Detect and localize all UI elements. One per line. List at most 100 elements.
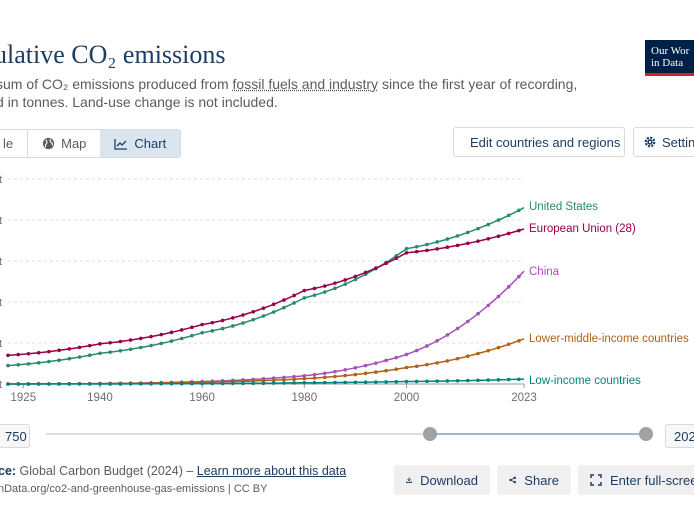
series-point — [455, 243, 460, 248]
series-point — [414, 364, 419, 369]
timeline-handle-start[interactable] — [423, 427, 437, 441]
series-point — [139, 336, 143, 341]
series-point — [363, 270, 368, 275]
series-point — [445, 237, 450, 241]
series-point — [496, 345, 501, 350]
series-point — [108, 350, 112, 354]
series-point — [241, 313, 245, 317]
series-point — [87, 343, 92, 348]
series-point — [455, 356, 460, 361]
x-tick-label: 1960 — [189, 392, 215, 404]
series-point — [404, 365, 409, 370]
series-point — [230, 324, 235, 328]
series-point — [343, 282, 347, 286]
series-point — [36, 382, 41, 386]
series-point — [271, 381, 276, 385]
owid-logo[interactable]: Our Wor in Data — [645, 40, 694, 76]
fullscreen-button[interactable]: Enter full-screen — [578, 465, 694, 495]
view-tabs: le Map Chart — [0, 129, 182, 158]
series-point — [414, 348, 419, 353]
series-point — [404, 251, 409, 255]
series-point — [220, 326, 225, 331]
download-icon — [406, 477, 413, 483]
series-point — [353, 372, 358, 377]
series-point — [36, 361, 41, 365]
series-point — [312, 380, 317, 385]
series-point — [476, 311, 480, 316]
series-point — [292, 381, 296, 385]
series-point — [455, 234, 460, 238]
series-point — [384, 358, 388, 363]
series-point — [77, 345, 82, 350]
series-point — [159, 341, 164, 346]
subtitle-text-pre: sum of CO₂ emissions produced from — [0, 76, 233, 92]
series-point — [343, 380, 347, 385]
x-tick-label: 1925 — [11, 392, 37, 404]
series-point — [455, 378, 460, 383]
y-tick-label: t — [0, 256, 2, 268]
series-point — [190, 333, 194, 338]
source-line: ce: Global Carbon Budget (2024) – Learn … — [0, 464, 346, 478]
y-tick-label: t — [0, 215, 2, 227]
series-point — [322, 380, 327, 385]
series-point — [506, 377, 511, 382]
series-line — [7, 207, 525, 367]
share-button[interactable]: Share — [497, 465, 571, 495]
chart-subtitle: sum of CO₂ emissions produced from fossi… — [0, 75, 596, 111]
series-point — [374, 380, 378, 384]
series-point — [363, 363, 368, 368]
series-point — [517, 228, 521, 233]
series-point — [333, 380, 337, 385]
series-point — [292, 377, 296, 382]
globe-icon — [43, 137, 55, 150]
series-point — [333, 281, 337, 285]
learn-more-link[interactable]: Learn more about this data — [196, 464, 347, 478]
series-point — [118, 382, 123, 386]
series-point — [139, 382, 143, 386]
series-point — [374, 370, 378, 374]
edit-countries-button[interactable]: Edit countries and regions — [453, 127, 625, 157]
series-point — [47, 382, 51, 386]
series-point — [394, 367, 399, 372]
url-line[interactable]: nData.org/co2-and-greenhouse-gas-emissio… — [0, 483, 268, 495]
timeline-start-year[interactable]: 750 — [0, 424, 30, 448]
series-point — [292, 293, 296, 298]
series-point — [343, 373, 347, 378]
series-point — [57, 358, 61, 363]
fossil-fuels-link[interactable]: fossil fuels and industry — [232, 76, 379, 92]
series-point — [384, 368, 388, 373]
timeline-handle-end[interactable] — [639, 427, 653, 441]
share-label: Share — [524, 472, 559, 488]
series-point — [261, 306, 266, 311]
tab-table[interactable]: le — [0, 130, 27, 157]
series-point — [506, 342, 511, 347]
series-point — [128, 338, 133, 342]
download-button[interactable]: Download — [394, 465, 490, 495]
series-point — [435, 361, 439, 365]
series-point — [108, 340, 112, 345]
series-point — [210, 381, 215, 386]
timeline-end-year[interactable]: 202 — [665, 424, 694, 448]
series-point — [220, 318, 225, 323]
tab-chart[interactable]: Chart — [100, 130, 181, 157]
series-point — [118, 339, 123, 344]
settings-button[interactable]: Settin — [633, 127, 694, 157]
series-point — [466, 241, 470, 246]
timeline-slider[interactable] — [0, 420, 694, 450]
series-point — [404, 352, 409, 357]
series-point — [220, 381, 225, 386]
series-point — [128, 347, 133, 352]
series-point — [16, 362, 21, 367]
series-point — [322, 371, 327, 376]
series-point — [47, 359, 51, 364]
series-point — [517, 377, 521, 382]
y-tick-label: t — [0, 297, 2, 309]
series-point — [87, 382, 92, 386]
series-point — [16, 382, 21, 386]
tab-map[interactable]: Map — [27, 130, 100, 157]
series-point — [425, 248, 429, 253]
series-point — [230, 381, 235, 386]
series-point — [353, 277, 358, 282]
series-point — [179, 328, 184, 332]
series-point — [128, 382, 133, 386]
